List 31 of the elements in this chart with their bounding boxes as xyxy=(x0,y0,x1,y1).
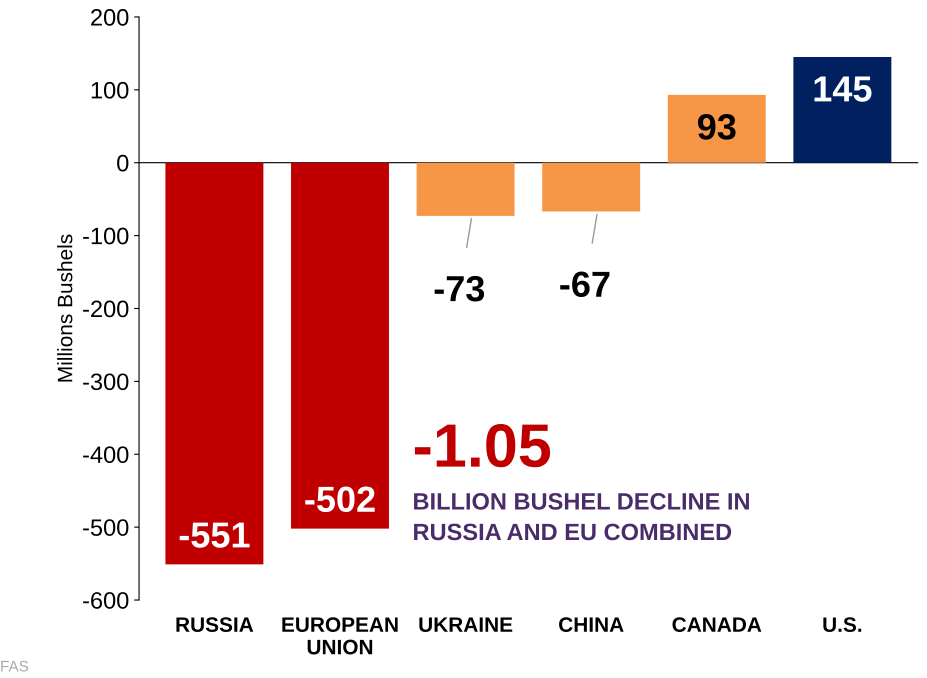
text: FAS xyxy=(1,660,28,672)
x-tick-label: RUSSIA xyxy=(176,617,254,632)
y-tick-label: -400 xyxy=(83,446,128,464)
bar xyxy=(416,162,515,216)
bar xyxy=(793,57,892,163)
bar xyxy=(668,94,766,163)
x-tick-label: U.S. xyxy=(823,617,862,632)
bar xyxy=(165,162,264,564)
y-tick-label: -300 xyxy=(83,373,128,390)
x-tick-label: CANADA xyxy=(672,617,762,632)
data-label: -67 xyxy=(560,271,610,298)
annotation: -1.05 xyxy=(414,424,550,468)
y-axis-title: Millions Bushels xyxy=(57,234,72,382)
annotation: BILLION BUSHEL DECLINE IN RUSSIA AND EU COMBINED xyxy=(414,493,749,540)
y-tick-label: -600 xyxy=(83,592,128,609)
y-tick-label: -100 xyxy=(83,228,128,244)
y-tick-label: -200 xyxy=(83,300,128,318)
bar xyxy=(291,162,389,529)
y-tick-label: -500 xyxy=(83,519,128,536)
y-tick-label: 100 xyxy=(92,82,128,99)
y-tick-label: 200 xyxy=(91,9,128,26)
x-tick-label: CHINA xyxy=(559,617,624,632)
data-label: -502 xyxy=(305,486,375,512)
bar xyxy=(542,162,640,212)
x-tick-label: EUROPEAN UNION xyxy=(282,617,398,654)
data-label: 93 xyxy=(698,114,736,140)
data-label: 145 xyxy=(814,76,872,102)
x-tick-label: UKRAINE xyxy=(419,617,512,632)
y-tick-label: 0 xyxy=(117,154,128,172)
data-label: -551 xyxy=(180,522,250,548)
data-label: -73 xyxy=(434,276,484,302)
